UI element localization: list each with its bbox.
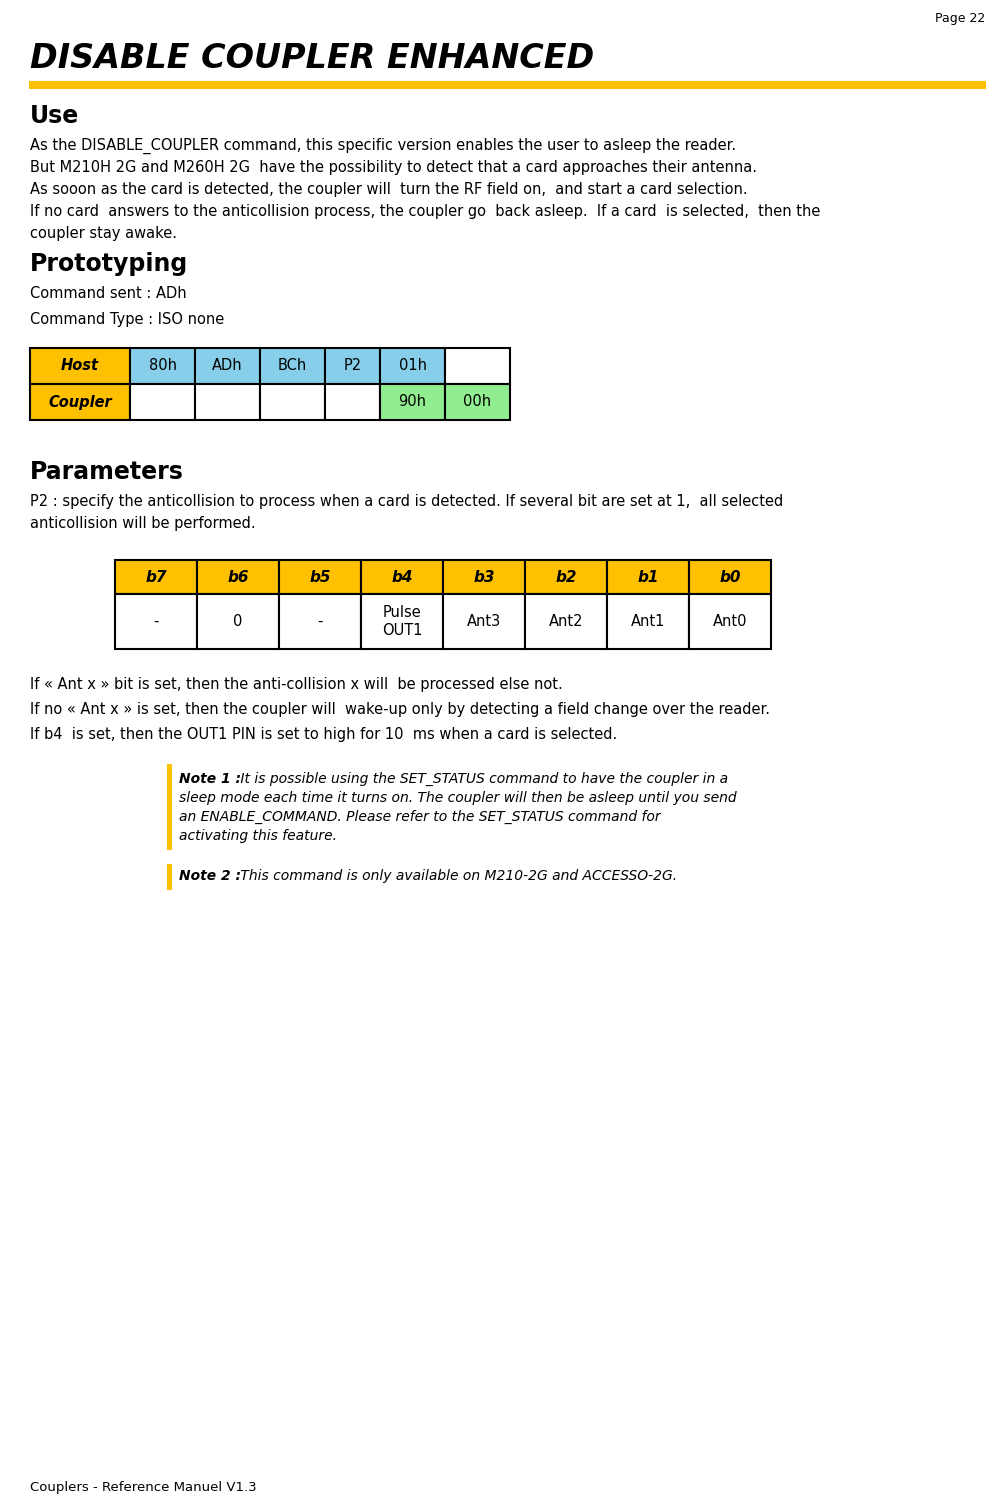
Bar xyxy=(30,82,985,88)
Bar xyxy=(30,384,130,420)
Bar xyxy=(115,594,197,650)
Text: This command is only available on M210-2G and ACCESSO-2G.: This command is only available on M210-2… xyxy=(236,869,677,882)
Bar xyxy=(689,594,771,650)
Text: Host: Host xyxy=(61,358,99,373)
Text: anticollision will be performed.: anticollision will be performed. xyxy=(30,515,255,530)
Bar xyxy=(361,594,443,650)
Bar xyxy=(380,384,445,420)
Bar xyxy=(260,348,325,384)
Text: Ant2: Ant2 xyxy=(549,613,583,629)
Bar xyxy=(445,384,510,420)
Text: P2: P2 xyxy=(344,358,362,373)
Bar xyxy=(361,561,443,594)
Text: DISABLE COUPLER ENHANCED: DISABLE COUPLER ENHANCED xyxy=(30,42,594,76)
Text: Ant3: Ant3 xyxy=(467,613,501,629)
Text: Command sent : ADh: Command sent : ADh xyxy=(30,286,187,301)
Text: P2 : specify the anticollision to process when a card is detected. If several bi: P2 : specify the anticollision to proces… xyxy=(30,494,783,509)
Bar xyxy=(167,765,172,851)
Bar xyxy=(197,561,279,594)
Text: Coupler: Coupler xyxy=(48,394,112,409)
Bar xyxy=(30,348,130,384)
Text: If « Ant x » bit is set, then the anti-collision x will  be processed else not.: If « Ant x » bit is set, then the anti-c… xyxy=(30,677,563,692)
Text: -: - xyxy=(154,613,159,629)
Bar xyxy=(445,348,510,384)
Text: activating this feature.: activating this feature. xyxy=(179,830,337,843)
Text: -: - xyxy=(318,613,323,629)
Bar xyxy=(130,348,195,384)
Bar xyxy=(525,594,607,650)
Text: b7: b7 xyxy=(146,570,167,585)
Text: b5: b5 xyxy=(310,570,331,585)
Text: If b4  is set, then the OUT1 PIN is set to high for 10  ms when a card is select: If b4 is set, then the OUT1 PIN is set t… xyxy=(30,727,617,742)
Bar xyxy=(380,348,445,384)
Text: sleep mode each time it turns on. The coupler will then be asleep until you send: sleep mode each time it turns on. The co… xyxy=(179,790,737,805)
Text: b0: b0 xyxy=(720,570,741,585)
Text: Couplers - Reference Manuel V1.3: Couplers - Reference Manuel V1.3 xyxy=(30,1481,256,1494)
Text: ADh: ADh xyxy=(212,358,243,373)
Bar xyxy=(525,561,607,594)
Text: 01h: 01h xyxy=(399,358,426,373)
Bar xyxy=(195,348,260,384)
Text: Page 22: Page 22 xyxy=(935,12,985,26)
Bar xyxy=(325,384,380,420)
Text: Command Type : ISO none: Command Type : ISO none xyxy=(30,311,224,326)
Bar xyxy=(115,561,197,594)
Text: b6: b6 xyxy=(227,570,249,585)
Bar xyxy=(279,561,361,594)
Text: 0: 0 xyxy=(233,613,242,629)
Text: b1: b1 xyxy=(637,570,658,585)
Bar xyxy=(689,561,771,594)
Bar xyxy=(325,348,380,384)
Bar xyxy=(197,594,279,650)
Text: an ENABLE_COMMAND. Please refer to the SET_STATUS command for: an ENABLE_COMMAND. Please refer to the S… xyxy=(179,810,660,823)
Bar xyxy=(167,864,172,890)
Text: But M210H 2G and M260H 2G  have the possibility to detect that a card approaches: But M210H 2G and M260H 2G have the possi… xyxy=(30,160,757,175)
Text: Parameters: Parameters xyxy=(30,459,184,484)
Text: As sooon as the card is detected, the coupler will  turn the RF field on,  and s: As sooon as the card is detected, the co… xyxy=(30,181,748,196)
Text: Note 1 :: Note 1 : xyxy=(179,772,241,786)
Text: b3: b3 xyxy=(473,570,494,585)
Bar xyxy=(607,594,689,650)
Text: Ant1: Ant1 xyxy=(631,613,665,629)
Text: Pulse
OUT1: Pulse OUT1 xyxy=(382,606,422,638)
Text: As the DISABLE_COUPLER command, this specific version enables the user to asleep: As the DISABLE_COUPLER command, this spe… xyxy=(30,138,736,154)
Text: Note 2 :: Note 2 : xyxy=(179,869,241,882)
Text: b2: b2 xyxy=(555,570,577,585)
Text: Ant0: Ant0 xyxy=(713,613,748,629)
Text: BCh: BCh xyxy=(277,358,308,373)
Bar xyxy=(443,561,525,594)
Text: b4: b4 xyxy=(391,570,413,585)
Bar xyxy=(260,384,325,420)
Bar xyxy=(195,384,260,420)
Bar xyxy=(279,594,361,650)
Text: Prototyping: Prototyping xyxy=(30,252,188,277)
Text: 80h: 80h xyxy=(149,358,177,373)
Bar xyxy=(130,384,195,420)
Text: Use: Use xyxy=(30,104,79,128)
Bar xyxy=(443,594,525,650)
Text: 90h: 90h xyxy=(399,394,426,409)
Text: coupler stay awake.: coupler stay awake. xyxy=(30,227,177,240)
Text: If no card  answers to the anticollision process, the coupler go  back asleep.  : If no card answers to the anticollision … xyxy=(30,204,820,219)
Text: It is possible using the SET_STATUS command to have the coupler in a: It is possible using the SET_STATUS comm… xyxy=(236,772,729,786)
Text: 00h: 00h xyxy=(463,394,491,409)
Bar xyxy=(607,561,689,594)
Text: If no « Ant x » is set, then the coupler will  wake-up only by detecting a field: If no « Ant x » is set, then the coupler… xyxy=(30,703,770,718)
